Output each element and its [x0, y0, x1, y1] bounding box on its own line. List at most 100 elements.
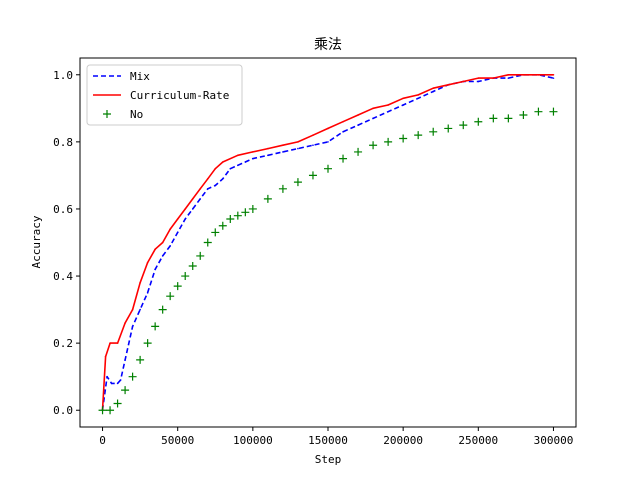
data-point-curriculum-rate	[109, 342, 111, 344]
series-line-curriculum-rate	[101, 74, 554, 411]
data-point-no	[459, 121, 468, 130]
data-point-mix	[169, 245, 171, 247]
x-tick-label: 200000	[383, 434, 423, 447]
data-point-mix	[552, 77, 555, 79]
data-point-no	[226, 215, 235, 224]
data-point-no	[188, 261, 197, 270]
data-point-curriculum-rate	[312, 134, 314, 136]
data-point-curriculum-rate	[237, 154, 239, 157]
data-point-curriculum-rate	[387, 104, 389, 106]
data-point-mix	[221, 177, 224, 180]
data-point-mix	[342, 131, 344, 133]
data-point-curriculum-rate	[124, 322, 126, 324]
data-point-curriculum-rate	[267, 147, 269, 150]
data-point-curriculum-rate	[417, 94, 419, 96]
data-point-mix	[282, 151, 284, 153]
data-point-curriculum-rate	[169, 228, 171, 230]
data-point-curriculum-rate	[176, 218, 179, 220]
data-point-no	[339, 154, 348, 163]
data-point-curriculum-rate	[161, 241, 164, 244]
legend-label-curriculum-rate: Curriculum-Rate	[130, 89, 229, 102]
data-point-mix	[191, 208, 194, 210]
data-point-no	[166, 292, 175, 301]
data-point-mix	[507, 77, 510, 79]
data-point-no	[278, 184, 287, 193]
data-point-curriculum-rate	[191, 198, 194, 200]
x-tick-label: 0	[99, 434, 106, 447]
data-point-no	[399, 134, 408, 143]
data-point-mix	[229, 167, 232, 170]
data-point-no	[113, 399, 122, 408]
data-point-mix	[106, 375, 108, 378]
data-point-curriculum-rate	[342, 120, 344, 123]
data-point-no	[233, 211, 242, 220]
legend-label-no: No	[130, 108, 143, 121]
x-tick-label: 100000	[233, 434, 273, 447]
data-point-curriculum-rate	[507, 73, 510, 76]
data-point-no	[196, 251, 205, 260]
data-point-mix	[417, 97, 419, 100]
x-axis-label: Step	[315, 453, 342, 466]
data-point-no	[519, 111, 528, 120]
data-point-no	[549, 107, 558, 116]
data-point-curriculum-rate	[206, 177, 209, 180]
data-point-curriculum-rate	[116, 342, 119, 344]
data-point-no	[173, 282, 182, 291]
data-point-mix	[402, 104, 404, 106]
legend-marker-no	[103, 110, 111, 118]
data-point-curriculum-rate	[221, 161, 224, 163]
plot-content	[98, 73, 558, 415]
data-point-no	[248, 204, 257, 213]
y-axis-label: Accuracy	[30, 215, 43, 268]
legend: Mix Curriculum-Rate No	[86, 64, 243, 126]
x-tick-label: 150000	[308, 434, 348, 447]
data-point-mix	[199, 198, 202, 200]
data-point-curriculum-rate	[139, 281, 141, 284]
data-point-curriculum-rate	[522, 73, 525, 76]
data-point-no	[414, 131, 423, 140]
data-point-no	[534, 107, 543, 116]
data-point-curriculum-rate	[184, 208, 187, 210]
data-point-no	[136, 355, 145, 364]
data-point-curriculum-rate	[297, 141, 299, 143]
data-point-no	[504, 114, 513, 123]
data-point-curriculum-rate	[252, 151, 254, 153]
data-point-curriculum-rate	[282, 144, 284, 147]
data-point-mix	[184, 218, 187, 220]
data-point-mix	[237, 164, 239, 167]
data-point-mix	[119, 379, 122, 381]
data-point-curriculum-rate	[146, 261, 149, 264]
data-point-curriculum-rate	[154, 248, 156, 251]
data-point-curriculum-rate	[104, 355, 107, 358]
data-point-mix	[244, 161, 247, 163]
data-point-no	[241, 208, 250, 217]
data-point-no	[489, 114, 498, 123]
data-point-no	[324, 164, 332, 173]
data-point-no	[444, 124, 453, 133]
data-point-no	[308, 171, 317, 180]
data-point-no	[474, 117, 483, 126]
data-point-mix	[372, 117, 374, 120]
data-point-curriculum-rate	[327, 127, 329, 130]
data-point-mix	[139, 308, 141, 311]
y-tick-label: 0.0	[53, 404, 73, 417]
data-point-no	[369, 141, 378, 150]
data-point-curriculum-rate	[492, 77, 495, 79]
x-tick-label: 50000	[161, 434, 194, 447]
data-point-mix	[432, 90, 435, 93]
data-point-mix	[206, 188, 209, 190]
data-point-curriculum-rate	[372, 107, 374, 110]
data-point-mix	[124, 359, 126, 361]
data-point-no	[128, 372, 137, 381]
data-point-no	[218, 221, 227, 230]
data-point-no	[106, 406, 115, 415]
legend-label-mix: Mix	[130, 70, 150, 83]
data-point-curriculum-rate	[131, 308, 134, 311]
data-point-mix	[357, 124, 359, 126]
data-point-no	[354, 147, 363, 156]
data-point-mix	[327, 141, 329, 143]
data-point-no	[121, 386, 130, 395]
data-point-curriculum-rate	[462, 80, 465, 83]
